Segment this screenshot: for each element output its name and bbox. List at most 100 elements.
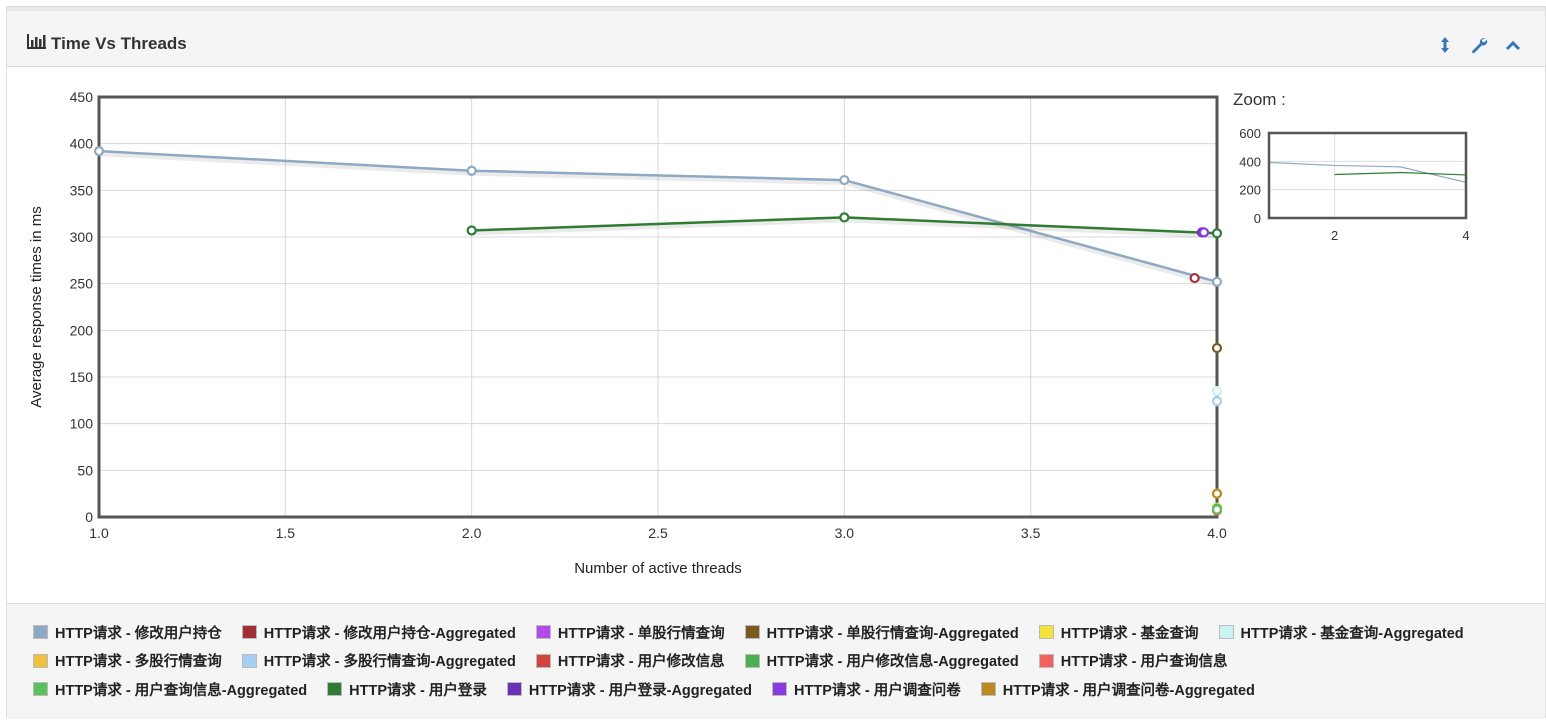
legend-item[interactable]: HTTP请求 - 用户修改信息 [535,650,725,671]
legend-item[interactable]: HTTP请求 - 单股行情查询-Aggregated [744,622,1019,643]
series-11 [1211,504,1223,515]
legend-item[interactable]: HTTP请求 - 多股行情查询-Aggregated [241,650,516,671]
legend-item[interactable]: HTTP请求 - 基金查询-Aggregated [1218,622,1464,643]
series-12 [466,212,1223,239]
chart-series [93,146,1223,516]
data-point[interactable] [1211,276,1223,287]
legend-label: HTTP请求 - 多股行情查询 [55,654,222,671]
legend-label: HTTP请求 - 修改用户持仓 [55,625,222,642]
legend-item[interactable]: HTTP请求 - 修改用户持仓-Aggregated [241,622,516,643]
y-tick-label: 200 [70,322,94,338]
series-14 [1198,227,1210,238]
legend-label: HTTP请求 - 用户查询信息-Aggregated [55,682,308,699]
chevron-up-icon[interactable] [1503,35,1523,55]
y-tick-label: 50 [77,462,93,478]
legend-label: HTTP请求 - 用户登录 [349,682,487,699]
data-point[interactable] [1189,272,1200,284]
legend-item[interactable]: HTTP请求 - 用户查询信息 [1038,650,1228,671]
x-tick-label: 1.0 [89,525,109,541]
legend-swatch [327,682,343,697]
wrench-icon[interactable] [1469,35,1489,55]
legend-row: HTTP请求 - 多股行情查询 HTTP请求 - 多股行情查询-Aggregate… [33,647,1545,676]
legend-swatch [772,682,788,697]
panel-heading: Time Vs Threads [7,7,1545,67]
data-point[interactable] [93,146,105,157]
y-tick-label: 250 [70,276,94,292]
legend-item[interactable]: HTTP请求 - 用户登录-Aggregated [506,679,753,700]
legend-item[interactable]: HTTP请求 - 用户登录 [327,679,487,700]
chart-area: 0 50 100 150 200 250 300 350 400 450 1.0 1.5 2.0 2.5… [7,67,1545,603]
panel-title: Time Vs Threads [27,33,187,54]
plot-frame [97,95,1219,519]
legend-swatch [33,682,48,697]
y-tick-label: 100 [70,416,94,432]
legend-item[interactable]: HTTP请求 - 用户调查问卷 [772,679,961,700]
data-point[interactable] [1211,504,1223,515]
y-axis-ticks: 0 50 100 150 200 250 300 350 400 450 [70,89,94,525]
y-tick-label: 300 [70,229,94,245]
legend-swatch [241,625,257,640]
legend-swatch [1038,653,1054,668]
y-tick-label: 400 [70,136,94,152]
x-tick-label: 2.0 [462,525,482,541]
legend-label: HTTP请求 - 用户修改信息-Aggregated [766,654,1019,671]
series-1 [1189,272,1200,284]
y-tick-label: 0 [85,509,93,525]
zoom-y-tick-label: 400 [1239,154,1261,169]
panel-tools [1435,35,1523,55]
chart-legend: HTTP请求 - 修改用户持仓 HTTP请求 - 修改用户持仓-Aggregate… [7,603,1545,719]
legend-item[interactable]: HTTP请求 - 单股行情查询 [535,622,725,643]
legend-swatch [744,653,760,668]
data-point[interactable] [1198,227,1210,238]
legend-item[interactable]: HTTP请求 - 多股行情查询 [33,650,222,671]
zoom-overview-chart[interactable]: 600 400 200 0 2 4 [1239,126,1469,243]
data-point[interactable] [1211,385,1223,397]
legend-label: HTTP请求 - 多股行情查询-Aggregated [263,654,516,671]
legend-row: HTTP请求 - 修改用户持仓 HTTP请求 - 修改用户持仓-Aggregate… [33,618,1545,647]
time-vs-threads-chart[interactable]: 0 50 100 150 200 250 300 350 400 450 1.0 1.5 2.0 2.5… [7,67,1546,603]
x-axis-label: Number of active threads [574,560,742,577]
data-point[interactable] [466,165,477,176]
data-point[interactable] [839,212,850,223]
legend-swatch [535,625,551,640]
series-5 [1211,385,1223,397]
legend-swatch [744,625,760,640]
y-tick-label: 350 [70,182,94,198]
legend-swatch [506,682,522,697]
legend-item[interactable]: HTTP请求 - 用户查询信息-Aggregated [33,679,307,700]
data-point[interactable] [1211,488,1223,499]
data-point[interactable] [839,174,850,186]
legend-swatch [241,653,257,668]
series-7 [1211,396,1223,407]
time-vs-threads-panel: Time Vs Threads 0 50 100 150 200 250 [6,6,1546,719]
legend-label: HTTP请求 - 用户调查问卷-Aggregated [1002,682,1255,699]
legend-label: HTTP请求 - 单股行情查询-Aggregated [766,625,1019,642]
legend-swatch [535,653,551,668]
legend-item[interactable]: HTTP请求 - 用户调查问卷-Aggregated [980,679,1255,700]
x-axis-ticks: 1.0 1.5 2.0 2.5 3.0 3.5 4.0 [89,525,1227,541]
zoom-y-tick-label: 600 [1239,126,1261,141]
data-point[interactable] [466,225,477,236]
series-3 [1211,342,1223,354]
y-axis-label: Average response times in ms [28,206,45,407]
series-line-shadow [98,150,1218,287]
zoom-y-tick-label: 200 [1239,183,1261,198]
bar-chart-icon [27,33,47,54]
zoom-x-tick-label: 4 [1462,228,1469,243]
x-tick-label: 3.0 [835,525,855,541]
data-point[interactable] [1211,342,1223,354]
legend-label: HTTP请求 - 基金查询-Aggregated [1240,625,1464,642]
data-point[interactable] [1211,396,1223,407]
series-15 [1211,488,1223,499]
data-point[interactable] [1211,228,1223,239]
legend-item[interactable]: HTTP请求 - 修改用户持仓 [33,622,222,643]
resize-vertical-icon[interactable] [1435,35,1455,55]
legend-label: HTTP请求 - 基金查询 [1060,625,1199,642]
legend-label: HTTP请求 - 单股行情查询 [557,625,725,642]
legend-item[interactable]: HTTP请求 - 基金查询 [1038,622,1199,643]
series-0 [93,146,1223,287]
legend-label: HTTP请求 - 用户登录-Aggregated [528,682,753,699]
zoom-x-tick-label: 2 [1331,228,1338,243]
legend-swatch [33,653,48,668]
legend-item[interactable]: HTTP请求 - 用户修改信息-Aggregated [744,650,1019,671]
